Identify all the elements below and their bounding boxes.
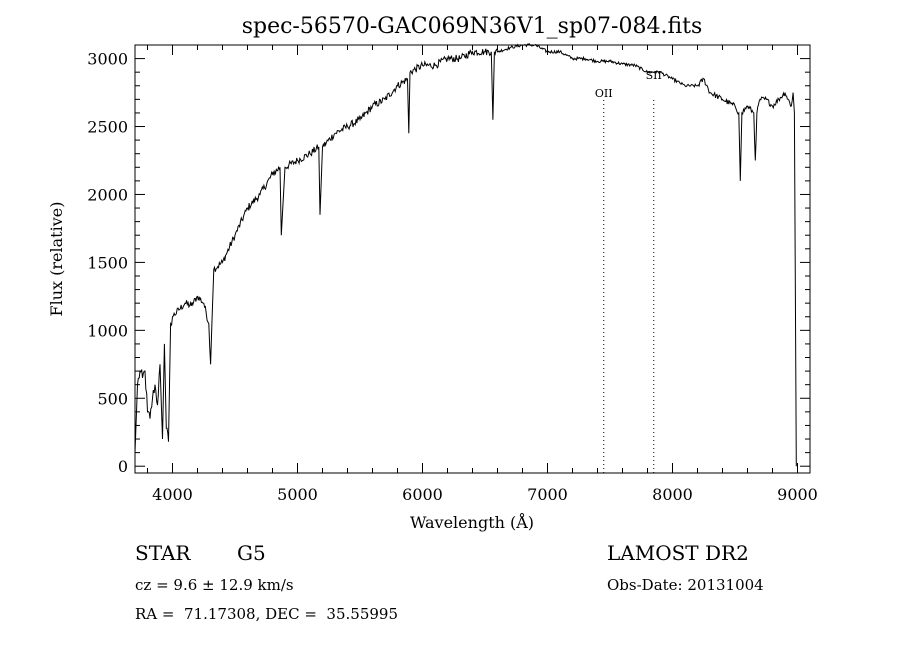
y-tick-label: 1000 [87, 321, 128, 340]
redshift-readout: cz = 9.6 ± 12.9 km/s [135, 576, 294, 594]
y-tick-label: 1500 [87, 253, 128, 272]
y-tick-label: 2000 [87, 185, 128, 204]
annotation-label: SII [646, 69, 662, 82]
y-tick-label: 500 [97, 389, 128, 408]
tick-labels: 4000 5000 6000 7000 8000 9000 0 500 1000 1500 2000… [87, 50, 818, 504]
x-axis-label: Wavelength (Å) [410, 512, 534, 532]
y-tick-label: 2500 [87, 118, 128, 137]
survey-name: LAMOST DR2 [607, 541, 749, 565]
plot-frame [134, 44, 811, 474]
coordinates: RA = 71.17308, DEC = 35.55995 [135, 605, 399, 623]
x-tick-label: 4000 [152, 485, 193, 504]
x-tick-label: 5000 [277, 485, 318, 504]
x-tick-label: 8000 [652, 485, 693, 504]
axis-ticks [135, 45, 810, 473]
obs-date: Obs-Date: 20131004 [607, 576, 764, 594]
y-tick-label: 3000 [87, 50, 128, 69]
subclass: G5 [237, 541, 266, 565]
spectrum-line [134, 43, 797, 467]
chart-title: spec-56570-GAC069N36V1_sp07-084.fits [242, 14, 703, 39]
object-type: STAR [135, 541, 191, 565]
y-axis-label: Flux (relative) [47, 202, 66, 317]
x-tick-label: 7000 [527, 485, 568, 504]
line-annotations: OII SII [595, 69, 662, 473]
y-tick-label: 0 [118, 457, 128, 476]
x-tick-label: 9000 [777, 485, 818, 504]
annotation-label: OII [595, 87, 613, 100]
x-tick-label: 6000 [402, 485, 443, 504]
